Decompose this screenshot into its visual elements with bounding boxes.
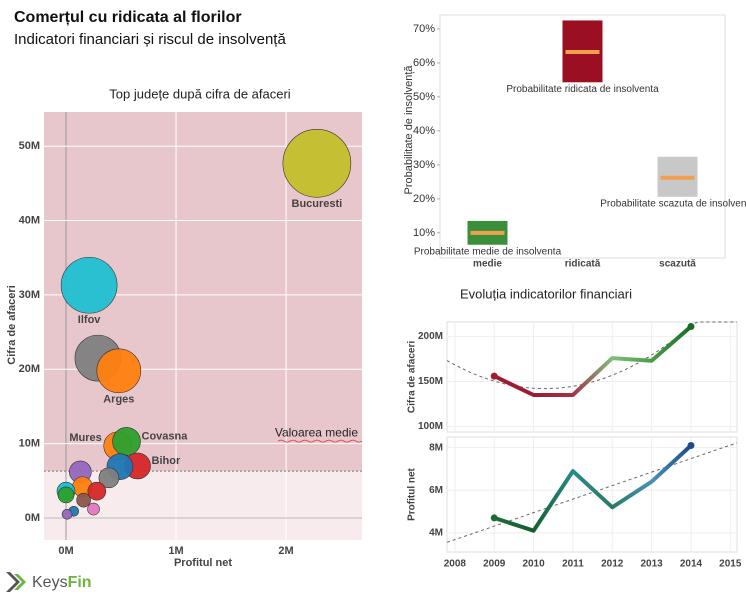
x-tick-label: 2010 (522, 559, 545, 570)
logo-part: Keys (32, 574, 68, 591)
bubble-label: Arges (103, 394, 134, 406)
x-tick-label: 2013 (640, 559, 663, 570)
bubble (87, 481, 107, 501)
y-axis-label: Probabilitate de insolvență (403, 65, 415, 195)
x-tick-label: 2012 (601, 559, 624, 570)
x-tick-label: 2014 (680, 559, 703, 570)
y-tick-label: 8M (429, 442, 443, 453)
logo-icon (14, 574, 26, 590)
y-tick-label: 40% (413, 125, 435, 137)
end-point (687, 323, 695, 331)
mean-label: Valoarea medie (275, 425, 358, 439)
logo: KeysFin (6, 572, 92, 592)
page-subtitle: Indicatori financiari și riscul de insol… (14, 31, 286, 48)
logo-icon (6, 572, 20, 592)
x-tick-label: 0M (58, 545, 73, 557)
plot-frame (446, 436, 738, 553)
y-axis-label: Cifra de afaceri (407, 341, 418, 413)
bubble (98, 467, 120, 489)
box-annotation: Probabilitate ridicata de insolventa (506, 84, 659, 95)
y-tick-label: 0M (25, 512, 40, 524)
y-tick-label: 10% (413, 227, 435, 239)
bubble (57, 486, 75, 504)
bubble-label: Covasna (142, 430, 189, 442)
bubble (87, 502, 100, 516)
box-annotation: Probabilitate medie de insolventa (414, 246, 562, 257)
y-tick-label: 10M (19, 438, 40, 450)
bubble (60, 256, 118, 314)
logo-part: Fin (68, 574, 92, 591)
bubble-label: Bihor (152, 455, 181, 467)
y-tick-label: 60% (413, 57, 435, 69)
y-tick-label: 20% (413, 193, 435, 205)
bubble (112, 427, 141, 456)
x-tick-label: ridicată (565, 259, 601, 270)
y-tick-label: 30% (413, 159, 435, 171)
chart-title: Evoluția indicatorilor financiari (460, 286, 632, 301)
data-line (493, 444, 693, 533)
logo-text: KeysFin (32, 574, 92, 591)
mean-label-underline (277, 439, 363, 443)
x-tick-label: 2015 (719, 559, 742, 570)
x-tick-label: 2009 (483, 559, 506, 570)
box-annotation: Probabilitate scazuta de insolventa (600, 198, 746, 209)
x-tick-label: scazută (659, 259, 696, 270)
y-tick-label: 30M (19, 289, 40, 301)
trend-line (446, 321, 737, 390)
end-point (490, 372, 498, 380)
y-tick-label: 20M (19, 363, 40, 375)
bubble (76, 492, 91, 508)
y-axis-label: Profitul net (407, 467, 418, 520)
bubble-label: Mures (69, 432, 101, 444)
y-tick-label: 150M (418, 376, 443, 387)
x-tick-label: 2011 (562, 559, 584, 570)
y-tick-label: 70% (413, 23, 435, 35)
y-tick-label: 40M (19, 214, 40, 226)
x-tick-label: 1M (168, 545, 183, 557)
y-tick-label: 100M (418, 421, 443, 432)
y-axis-label: Cifra de afaceri (6, 285, 18, 364)
end-point (490, 514, 498, 522)
y-tick-label: 6M (429, 485, 443, 496)
bubble-label: Bucuresti (292, 198, 343, 210)
end-point (687, 442, 695, 450)
x-tick-label: 2008 (444, 559, 467, 570)
bubble (61, 508, 73, 520)
x-tick-label: medie (473, 259, 502, 270)
x-axis-label: Profitul net (174, 557, 232, 569)
page-title: Comerțul cu ridicata al florilor (14, 9, 242, 26)
chart-title: Top județe după cifra de afaceri (109, 86, 291, 101)
y-tick-label: 50M (19, 140, 40, 152)
y-tick-label: 50% (413, 91, 435, 103)
data-line (493, 324, 693, 397)
bubble (96, 348, 142, 394)
bubble-label: Ilfov (78, 314, 101, 326)
bubble (282, 129, 352, 198)
y-tick-label: 200M (418, 331, 443, 342)
y-tick-label: 4M (429, 527, 443, 538)
x-tick-label: 2M (278, 545, 293, 557)
